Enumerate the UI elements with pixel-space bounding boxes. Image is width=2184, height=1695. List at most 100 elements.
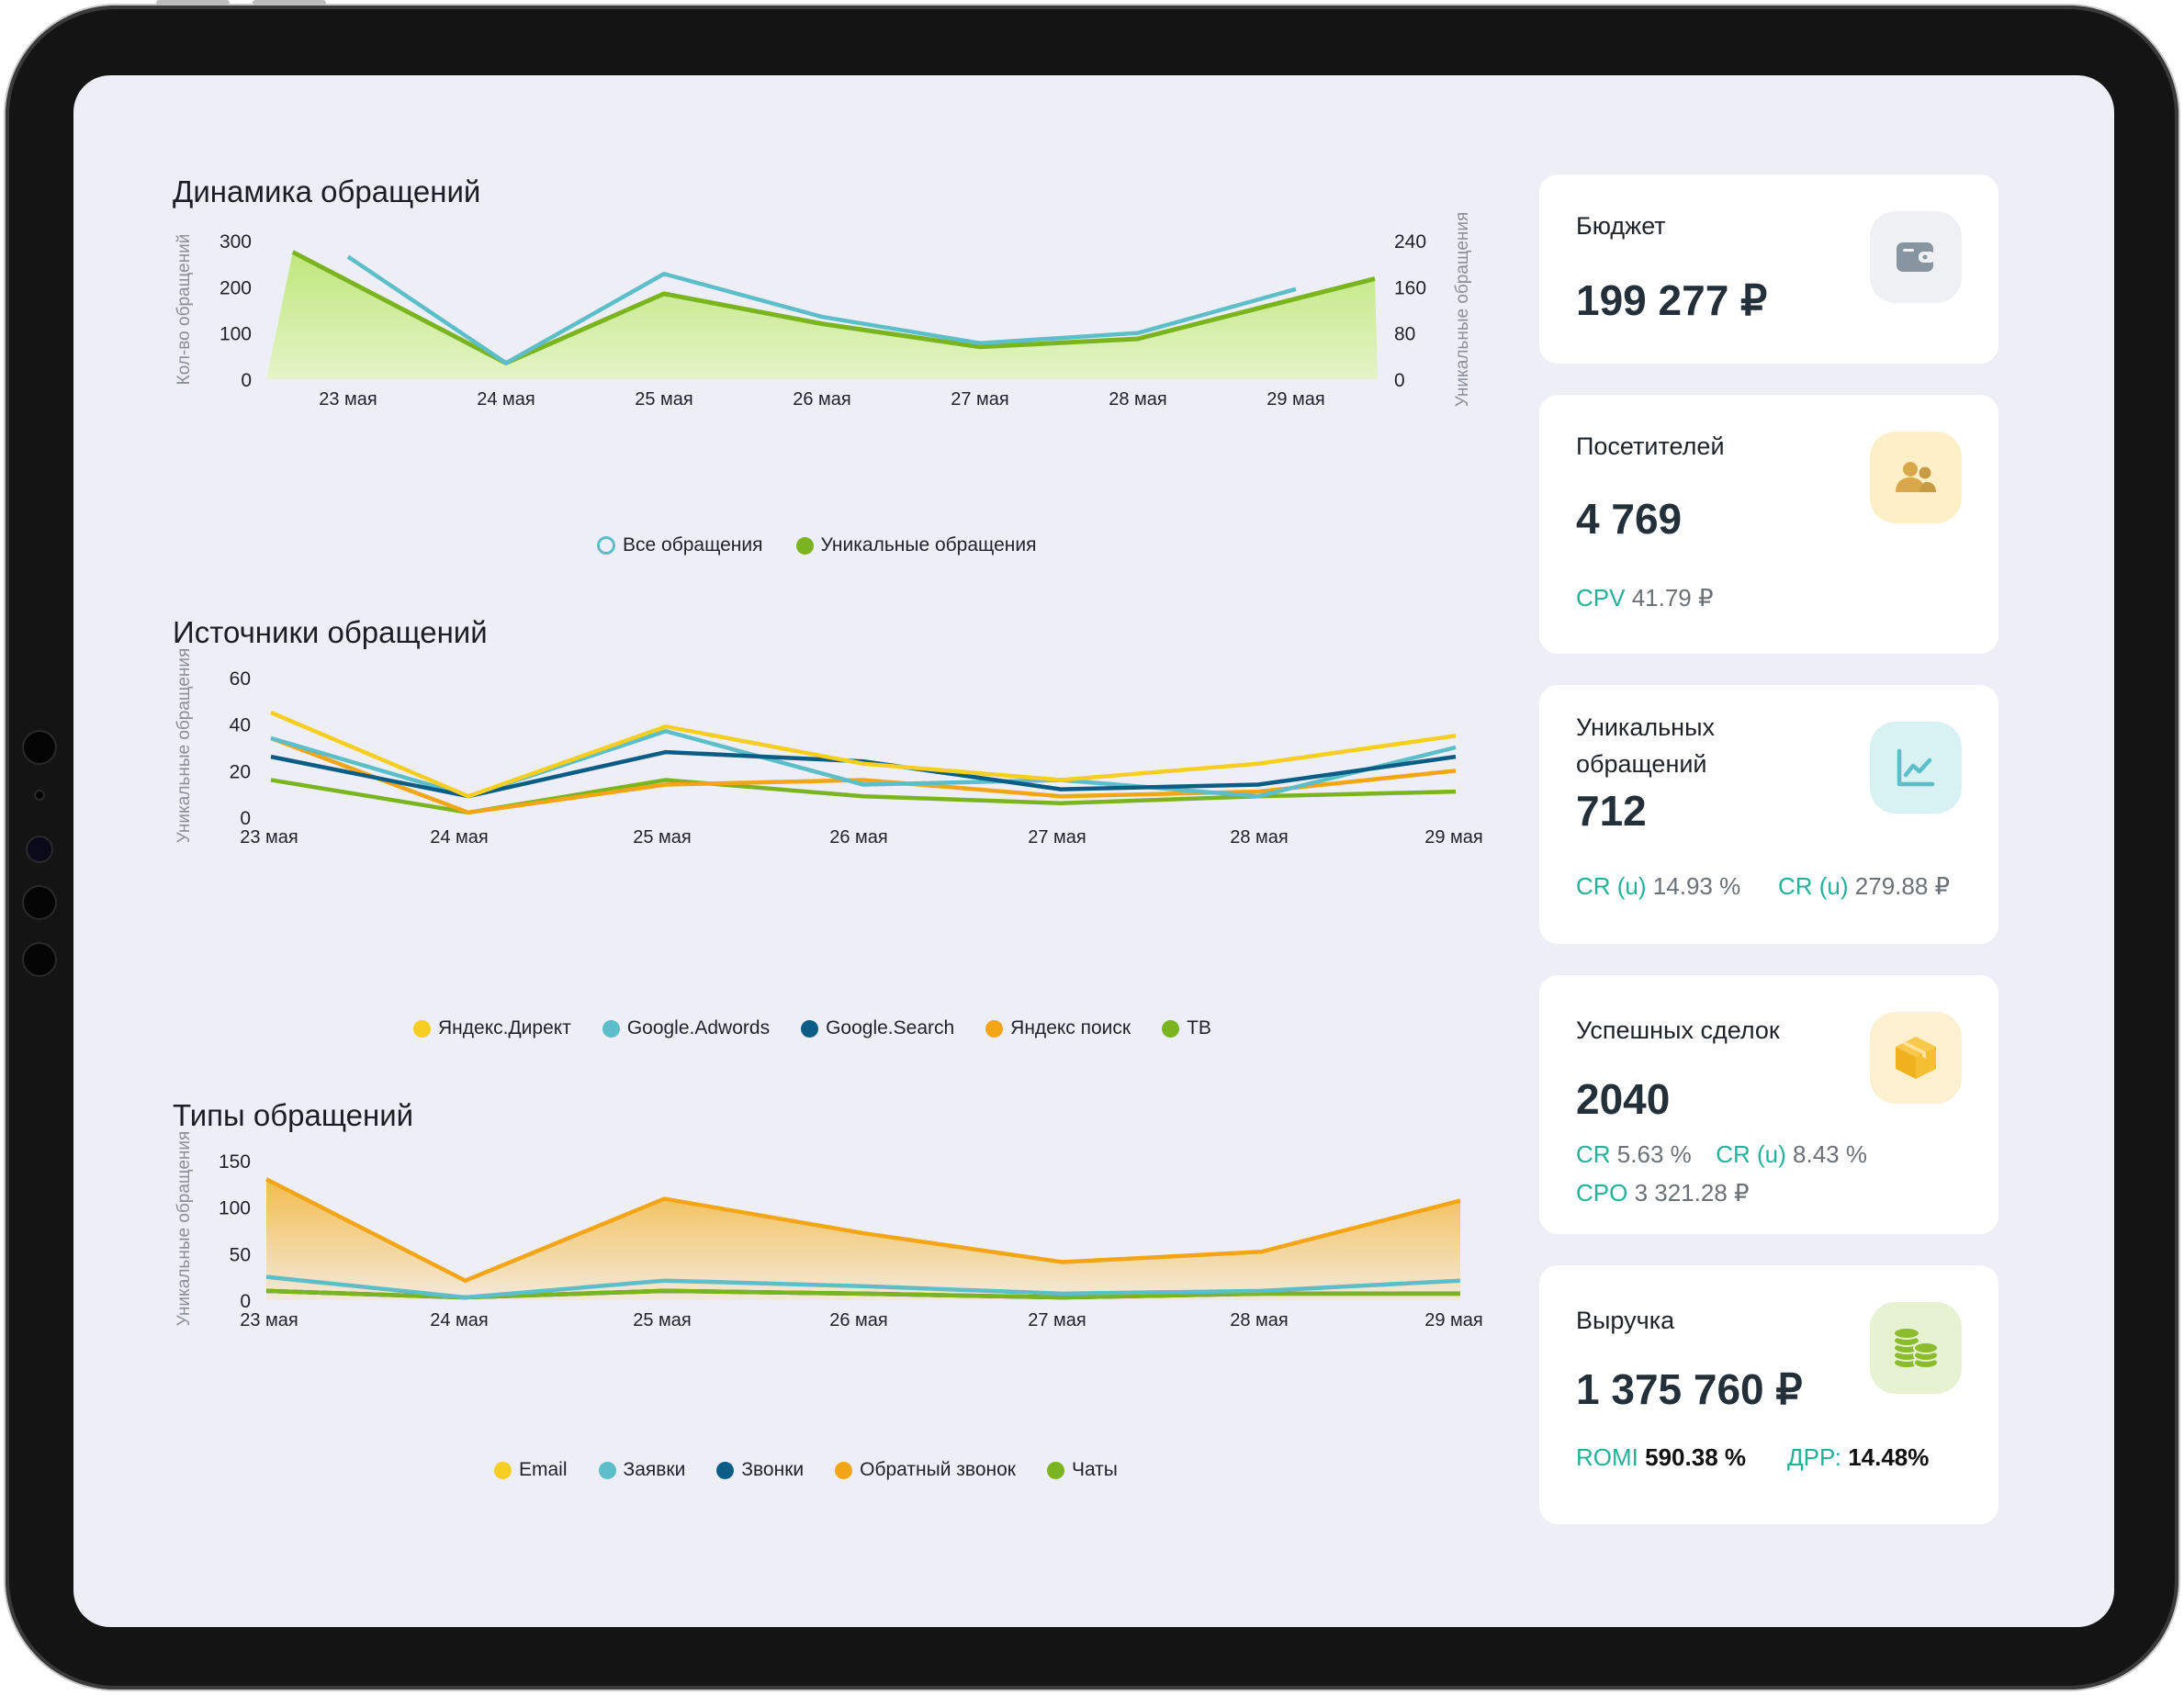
legend-label: Уникальные обращения (820, 534, 1037, 556)
x-tick-label: 26 мая (829, 1310, 888, 1330)
camera-lens (28, 837, 51, 861)
y-tick-label: 40 (230, 715, 251, 736)
y2-tick-label: 80 (1394, 324, 1415, 345)
revenue-value: 1 375 760 ₽ (1576, 1365, 1803, 1413)
cr-value: 14.93 % (1652, 872, 1741, 900)
series-line (265, 1177, 1461, 1283)
cr-cost-label: CR (u) (1778, 872, 1849, 900)
y2-tick-label: 0 (1394, 370, 1405, 391)
series-line (265, 1274, 1461, 1300)
y-tick-label: 50 (230, 1244, 251, 1265)
y-tick-label: 300 (220, 231, 252, 253)
legend-marker (1162, 1019, 1180, 1038)
cr-label: CR (u) (1576, 872, 1647, 900)
x-tick-label: 27 мая (1028, 1310, 1086, 1330)
unique-title-line1: Уникальных (1576, 713, 1715, 741)
legend-marker (835, 1461, 853, 1479)
series-line-all (346, 254, 1297, 365)
romi-value: 590.38 % (1645, 1443, 1746, 1471)
x-tick-label: 27 мая (1028, 827, 1086, 848)
deals-value: 2040 (1576, 1075, 1671, 1123)
x-tick-label: 24 мая (430, 827, 489, 848)
x-tick-label: 25 мая (633, 827, 692, 848)
legend-item[interactable]: Google.Search (801, 1017, 954, 1039)
visitors-value: 4 769 (1576, 495, 1683, 543)
x-tick-label: 28 мая (1109, 389, 1167, 410)
sources-chart-title: Источники обращений (173, 615, 488, 649)
visitors-card[interactable]: Посетителей 4 769 CPV 41.79 ₽ (1539, 395, 1998, 654)
deals-metrics-row2: CPO 3 321.28 ₽ (1576, 1179, 1750, 1207)
legend-item[interactable]: Заявки (598, 1459, 686, 1481)
dynamics-legend: Все обращения Уникальные обращения (597, 534, 1036, 556)
legend-marker (985, 1019, 1004, 1038)
legend-item[interactable]: Обратный звонок (835, 1459, 1016, 1481)
unique-title-line2: обращений (1576, 750, 1707, 778)
legend-item[interactable]: Звонки (716, 1459, 804, 1481)
sensor-dot (36, 791, 43, 799)
revenue-card[interactable]: Выручка 1 375 760 ₽ ROMI 590.38 % ДРР: 1… (1539, 1265, 1998, 1524)
y2-tick-label: 160 (1394, 277, 1426, 298)
legend-label: Google.Search (826, 1017, 955, 1038)
x-tick-label: 24 мая (430, 1310, 489, 1330)
x-tick-label: 23 мая (240, 1310, 298, 1330)
coins-icon (1870, 1302, 1962, 1394)
romi-metric: ROMI 590.38 % (1576, 1443, 1746, 1472)
y-tick-label: 0 (240, 1291, 251, 1312)
legend-item-unique[interactable]: Уникальные обращения (795, 534, 1037, 556)
legend-marker-hollow (597, 536, 615, 555)
sensor-dot (24, 944, 55, 975)
dynamics-chart: 0 100 200 300 0 80 160 240 Кол-во обращений Уника… (174, 212, 1472, 410)
x-tick-label: 28 мая (1230, 827, 1289, 848)
types-chart-title: Типы обращений (173, 1098, 414, 1132)
series-line (270, 710, 1457, 799)
y-tick-label: 100 (220, 324, 252, 345)
sources-legend: Яндекс.Директ Google.Adwords Google.Search… (413, 1017, 1211, 1039)
types-chart: 0 50 100 150 Уникальные обращения 23 мая 24 ма… (174, 1131, 1483, 1330)
unique-cr-cost-metric: CR (u) 279.88 ₽ (1778, 872, 1950, 901)
romi-label: ROMI (1576, 1443, 1638, 1471)
y-tick-label: 0 (241, 370, 252, 391)
legend-marker (413, 1019, 431, 1038)
cpv-metric: CPV 41.79 ₽ (1576, 584, 1714, 612)
cr-value: 5.63 % (1616, 1140, 1692, 1168)
legend-marker (494, 1461, 512, 1479)
unique-requests-card[interactable]: Уникальных обращений 712 CR (u) 14.93 % … (1539, 685, 1998, 944)
legend-marker (801, 1019, 819, 1038)
legend-marker (602, 1019, 620, 1038)
sources-chart: 0 20 40 60 Уникальные обращения 23 мая 24 мая 2… (174, 648, 1483, 848)
visitors-title: Посетителей (1576, 432, 1725, 460)
cpv-value: 41.79 ₽ (1631, 584, 1714, 612)
cpo-label: CPO (1576, 1179, 1628, 1207)
y-tick-label: 60 (230, 668, 251, 690)
legend-item[interactable]: ТВ (1162, 1017, 1211, 1039)
x-tick-label: 28 мая (1230, 1310, 1289, 1330)
legend-item[interactable]: Email (494, 1459, 568, 1481)
legend-label: Email (519, 1459, 568, 1480)
legend-item[interactable]: Яндекс поиск (985, 1017, 1131, 1039)
y-tick-label: 100 (219, 1198, 251, 1219)
legend-label: Яндекс.Директ (438, 1017, 571, 1038)
drr-value: 14.48% (1848, 1443, 1930, 1471)
legend-marker (795, 536, 814, 555)
deals-card[interactable]: Успешных сделок 2040 CR 5.63 % CR (u) 8.… (1539, 975, 1998, 1234)
legend-item[interactable]: Чаты (1046, 1459, 1118, 1481)
sensor-dot (24, 732, 55, 763)
legend-item-all[interactable]: Все обращения (597, 534, 763, 556)
legend-label: Заявки (623, 1459, 686, 1480)
budget-card[interactable]: Бюджет 199 277 ₽ (1539, 174, 1998, 364)
legend-marker (716, 1461, 735, 1479)
x-tick-label: 24 мая (477, 389, 535, 410)
chart-line-icon (1870, 722, 1962, 814)
cpo-value: 3 321.28 ₽ (1634, 1179, 1750, 1207)
deals-metrics-row1: CR 5.63 % CR (u) 8.43 % (1576, 1140, 1867, 1169)
legend-item[interactable]: Google.Adwords (602, 1017, 770, 1039)
legend-label: Google.Adwords (626, 1017, 771, 1038)
y-tick-label: 150 (219, 1151, 251, 1173)
series-line (270, 735, 1457, 815)
y-axis-label: Уникальные обращения (174, 1131, 194, 1327)
users-icon (1870, 432, 1962, 523)
legend-item[interactable]: Яндекс.Директ (413, 1017, 571, 1039)
legend-label: Звонки (741, 1459, 805, 1480)
cr-cost-value: 279.88 ₽ (1854, 872, 1951, 900)
unique-value: 712 (1576, 787, 1647, 835)
